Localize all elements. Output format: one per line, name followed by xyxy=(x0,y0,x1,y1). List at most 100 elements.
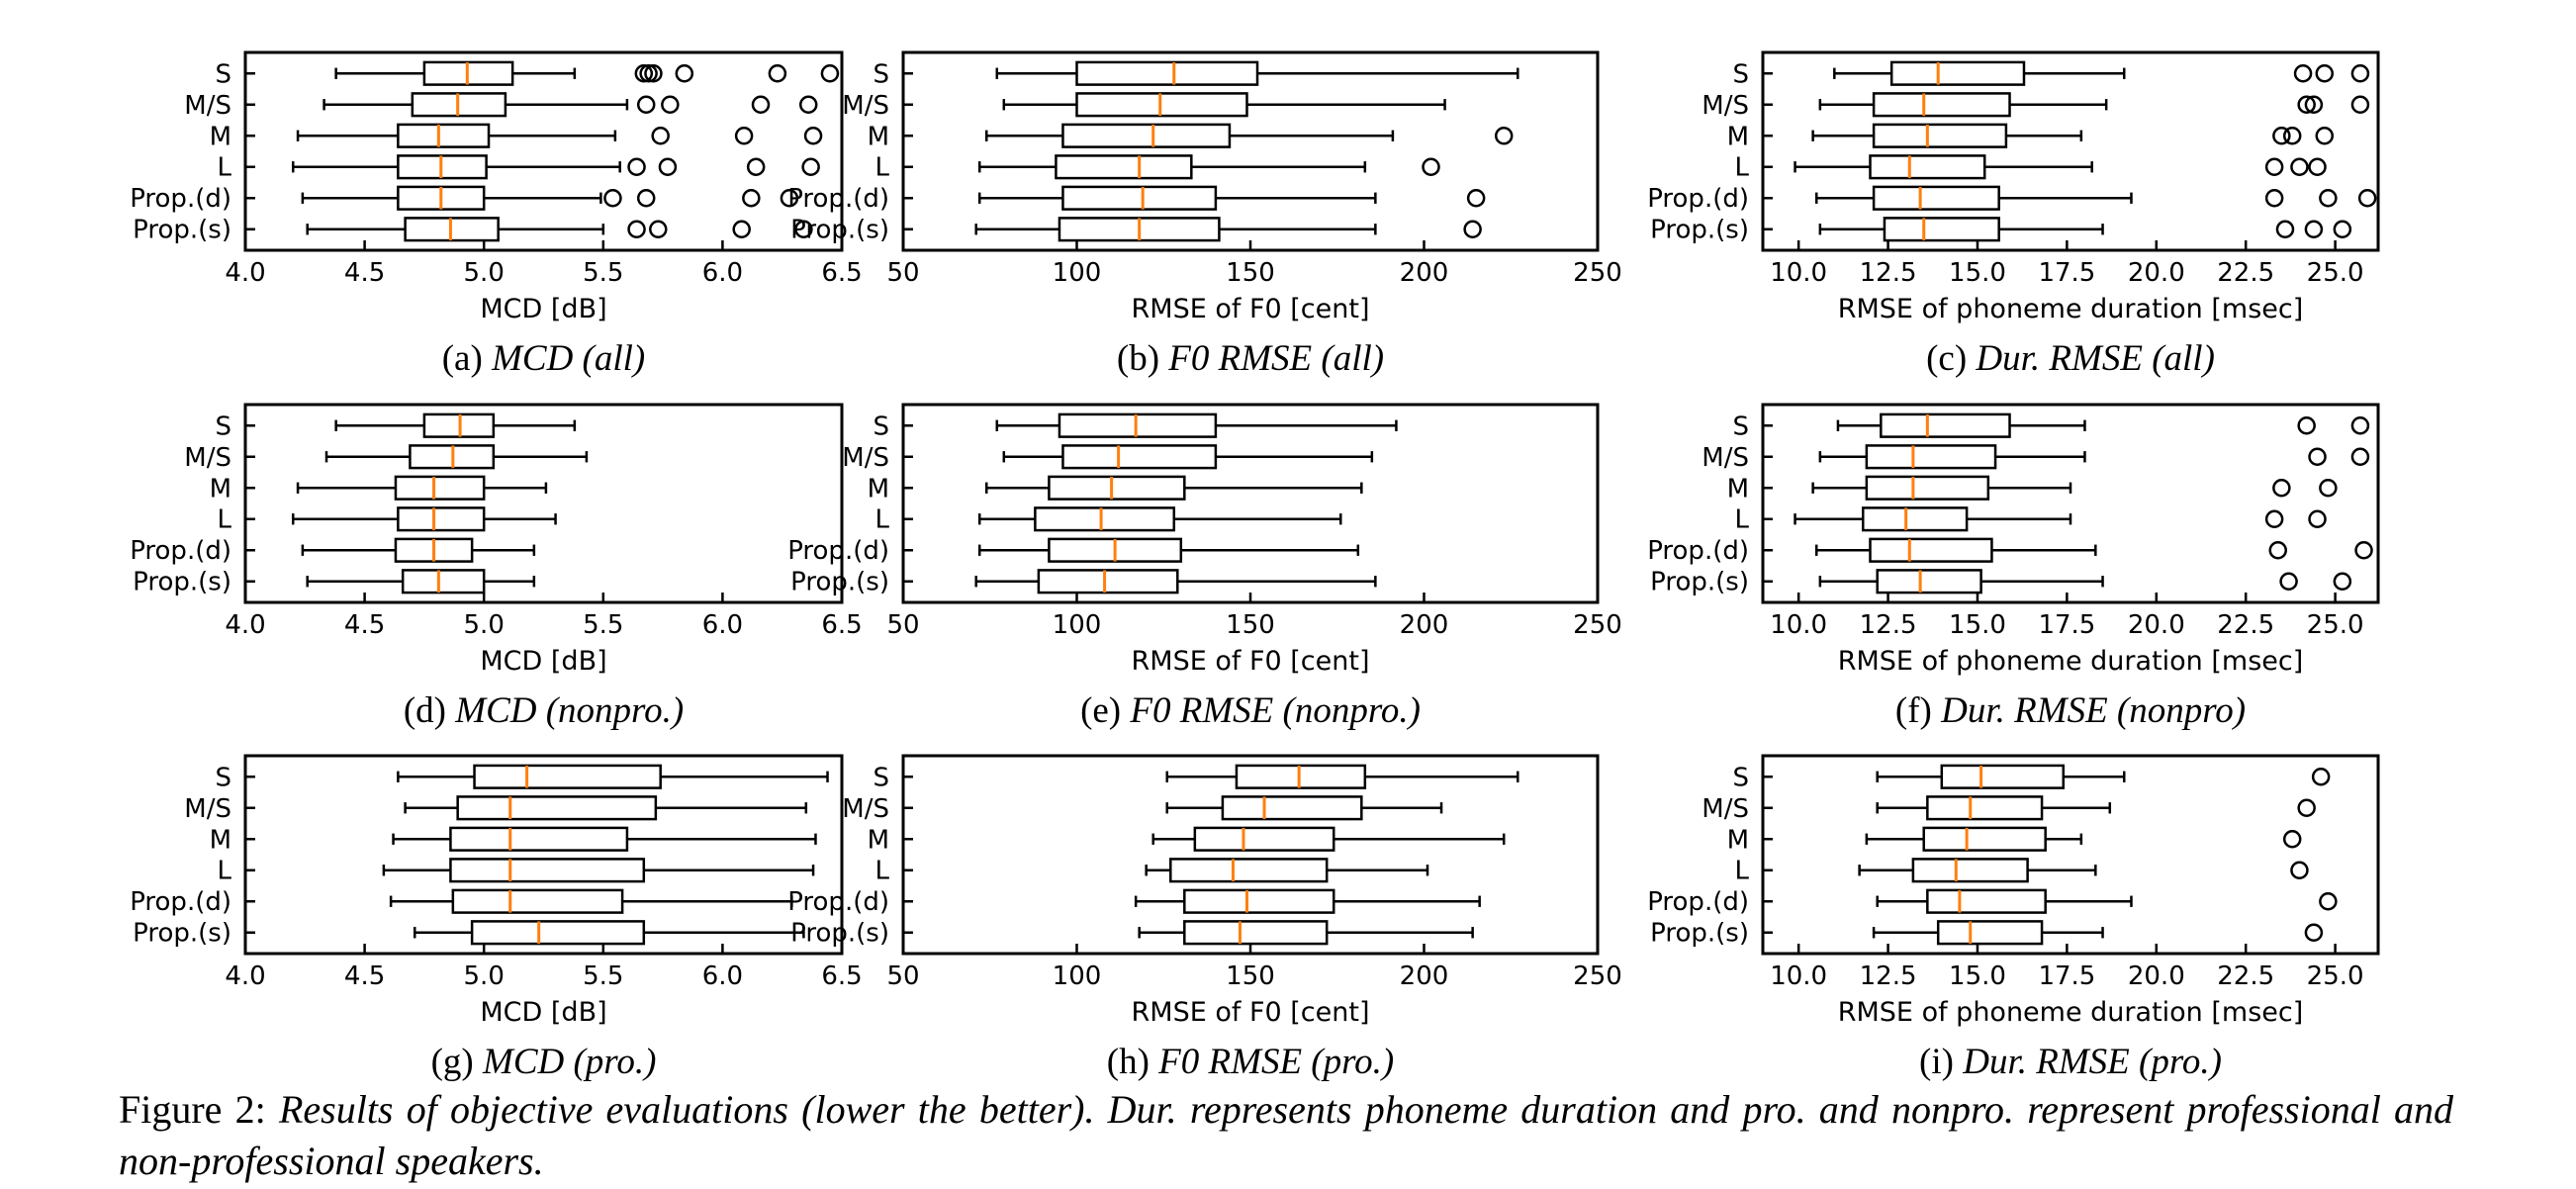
y-category-label: M/S xyxy=(842,443,889,473)
box-iqr xyxy=(1862,506,1969,532)
x-tick-label: 150 xyxy=(1226,610,1275,640)
box-iqr xyxy=(1048,475,1186,501)
x-tick-label: 5.5 xyxy=(583,258,623,288)
axes-frame xyxy=(1761,754,2380,956)
x-tick-label: 15.0 xyxy=(1949,258,2006,288)
y-category-label: M/S xyxy=(184,794,231,824)
y-category-label: S xyxy=(873,763,889,792)
y-category-label: M/S xyxy=(1702,794,1749,824)
box-iqr xyxy=(1061,185,1218,211)
outlier-point xyxy=(2264,509,2284,528)
box-iqr xyxy=(451,888,624,914)
x-tick-label: 10.0 xyxy=(1770,258,1827,288)
x-tick-label: 4.5 xyxy=(344,258,385,288)
box-iqr xyxy=(1865,444,1997,470)
x-tick-label: 6.5 xyxy=(821,610,862,640)
outlier-point xyxy=(634,64,654,83)
box-iqr xyxy=(1869,537,1993,563)
x-tick-label: 250 xyxy=(1573,258,1622,288)
x-tick-label: 50 xyxy=(886,610,919,640)
box-iqr xyxy=(1872,185,2000,211)
box-iqr xyxy=(1936,920,2044,946)
y-category-label: L xyxy=(1735,153,1750,183)
box-iqr xyxy=(397,506,486,532)
box-iqr xyxy=(1055,154,1193,180)
box-iqr xyxy=(1183,888,1335,914)
x-tick-label: 4.0 xyxy=(225,258,265,288)
axes-frame xyxy=(901,403,1600,604)
y-category-label: Prop.(d) xyxy=(130,536,231,566)
axes-frame xyxy=(243,754,844,956)
figure-caption-label: Figure 2: xyxy=(119,1087,266,1132)
box-iqr xyxy=(1075,92,1248,118)
subfigure-title: MCD (pro.) xyxy=(482,1042,656,1082)
outlier-point xyxy=(768,64,787,83)
x-tick-label: 6.0 xyxy=(702,258,743,288)
outlier-point xyxy=(661,95,680,115)
outlier-point xyxy=(2282,127,2302,145)
x-tick-label: 4.5 xyxy=(344,961,385,991)
box-iqr xyxy=(456,795,658,821)
box-iqr xyxy=(1235,764,1367,789)
x-tick-label: 6.0 xyxy=(702,961,743,991)
y-category-label: Prop.(d) xyxy=(787,184,889,214)
x-axis-label: RMSE of phoneme duration [msec] xyxy=(1838,646,2304,677)
outlier-point xyxy=(2354,540,2373,560)
x-axis-label: RMSE of F0 [cent] xyxy=(1132,997,1370,1028)
x-axis-label: RMSE of F0 [cent] xyxy=(1132,646,1370,677)
box-iqr xyxy=(1061,444,1218,470)
x-tick-label: 200 xyxy=(1400,258,1449,288)
x-tick-label: 12.5 xyxy=(1860,610,1917,640)
subfigure-label: (b) xyxy=(1117,338,1168,379)
chart-panel-f: 10.0 12.5 15.0 17.5 20.0 22.5 25.0SM/SMLProp.(… xyxy=(1647,403,2380,731)
subfigure-caption: (f) Dur. RMSE (nonpro) xyxy=(1895,690,2246,731)
outlier-point xyxy=(2275,220,2295,238)
figure-caption-text: Results of objective evaluations (lower … xyxy=(119,1087,2454,1183)
outlier-point xyxy=(1463,220,1482,238)
y-category-label: Prop.(d) xyxy=(1647,536,1749,566)
box-iqr xyxy=(1880,412,2011,438)
subfigure-caption: (a) MCD (all) xyxy=(442,338,646,379)
x-tick-label: 10.0 xyxy=(1770,610,1827,640)
box-iqr xyxy=(1872,123,2008,148)
y-category-label: M xyxy=(868,825,889,855)
x-tick-label: 50 xyxy=(886,961,919,991)
x-tick-label: 25.0 xyxy=(2307,610,2364,640)
y-category-label: M/S xyxy=(184,91,231,121)
y-category-label: M xyxy=(1727,122,1749,151)
x-tick-label: 100 xyxy=(1053,258,1102,288)
outlier-point xyxy=(2279,572,2298,591)
y-category-label: M/S xyxy=(1702,91,1749,121)
y-category-label: S xyxy=(873,59,889,89)
outlier-point xyxy=(675,64,694,83)
y-category-label: L xyxy=(218,153,232,183)
outlier-point xyxy=(742,188,761,208)
outlier-point xyxy=(1494,127,1514,145)
x-tick-label: 4.0 xyxy=(225,961,265,991)
outlier-point xyxy=(2319,479,2338,498)
chart-panel-a: 4.0 4.5 5.0 5.5 6.0 6.5 SM/SMLProp.(d)Prop.(s)… xyxy=(130,50,863,379)
subfigure-caption: (e) F0 RMSE (nonpro.) xyxy=(1080,690,1421,731)
x-tick-label: 25.0 xyxy=(2307,961,2364,991)
y-category-label: M xyxy=(210,825,231,855)
box-iqr xyxy=(1883,217,2000,242)
y-category-label: L xyxy=(875,153,890,183)
x-tick-label: 20.0 xyxy=(2128,258,2185,288)
box-iqr xyxy=(1872,92,2011,118)
x-tick-label: 250 xyxy=(1573,961,1622,991)
x-tick-label: 22.5 xyxy=(2217,258,2274,288)
subfigure-caption: (b) F0 RMSE (all) xyxy=(1117,338,1384,379)
x-axis-label: RMSE of F0 [cent] xyxy=(1132,294,1370,324)
subfigure-caption: (c) Dur. RMSE (all) xyxy=(1926,338,2215,379)
chart-panel-g: 4.0 4.5 5.0 5.5 6.0 6.5 SM/SMLProp.(d)Prop.(s)… xyxy=(130,754,863,1082)
outlier-point xyxy=(2304,95,2324,115)
outlier-point xyxy=(1422,157,1440,176)
y-category-label: Prop.(d) xyxy=(130,184,231,214)
x-tick-label: 5.5 xyxy=(583,610,623,640)
outlier-point xyxy=(2272,479,2291,498)
outlier-point xyxy=(2357,188,2377,208)
outlier-point xyxy=(746,157,766,176)
outlier-point xyxy=(803,127,823,145)
